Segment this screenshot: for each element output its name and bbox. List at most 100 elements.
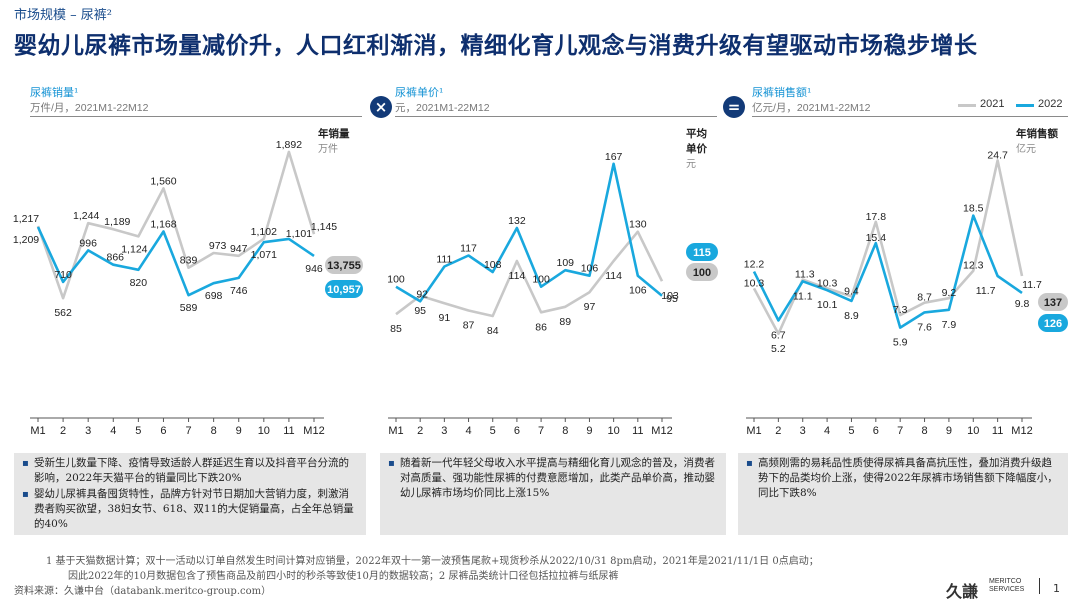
x-tick-label: M12 <box>651 425 672 437</box>
annual-value-2022: 115 <box>693 247 711 259</box>
x-tick-label: 11 <box>632 425 643 437</box>
x-tick-label: 7 <box>538 425 544 437</box>
x-tick-label: 9 <box>946 425 952 437</box>
annual-value-2022: 10,957 <box>327 284 361 296</box>
x-tick-label: 4 <box>110 425 116 437</box>
annual-badge-2022 <box>325 280 363 298</box>
x-tick-label: 9 <box>586 425 592 437</box>
brand-sub2: SERVICES <box>989 586 1025 593</box>
panel-2-subtitle: 元，2021M1-22M12 <box>395 102 490 114</box>
x-tick-label: 6 <box>160 425 166 437</box>
data-label-2021: 10.3 <box>817 277 838 289</box>
x-tick-label: M1 <box>388 425 403 437</box>
data-label-2022: 710 <box>54 269 72 281</box>
legend-2021-swatch <box>958 104 976 107</box>
insight-box-volume: 受新生儿数量下降、疫情导致适龄人群延迟生育以及抖音平台分流的影响，2022年天猫… <box>14 453 366 535</box>
data-label-2022: 15.4 <box>866 232 887 244</box>
data-label-2022: 109 <box>557 257 575 269</box>
annual-value-2021: 13,755 <box>327 260 361 272</box>
data-label-2022: 10.1 <box>817 299 838 311</box>
source-note: 资料来源：久谦中台（databank.meritco-group.com） <box>14 586 272 597</box>
panel-3-divider <box>752 116 1068 117</box>
x-tick-label: 5 <box>490 425 496 437</box>
x-tick-label: M12 <box>303 425 324 437</box>
x-tick-label: 3 <box>85 425 91 437</box>
data-label-2021: 1,145 <box>311 221 337 233</box>
data-label-2022: 589 <box>180 302 198 314</box>
brand-subtitle: MERITCO SERVICES <box>989 578 1024 594</box>
insight-bullet: 婴幼儿尿裤具备囤货特性，品牌方针对节日期加大营销力度，刺激消费者购买欲望，38妇… <box>22 487 358 532</box>
x-tick-label: M1 <box>30 425 45 437</box>
data-label-2022: 946 <box>305 263 323 275</box>
annual-value-2022: 126 <box>1044 318 1062 330</box>
data-label-2021: 973 <box>209 240 227 252</box>
panel-2-title: 尿裤单价¹ <box>395 86 444 99</box>
data-label-2022: 1,101 <box>286 228 312 240</box>
data-label-2022: 1,168 <box>150 219 176 231</box>
data-label-2021: 8.7 <box>917 292 932 304</box>
data-label-2022: 1,209 <box>13 234 39 246</box>
series-2021-line <box>752 159 1024 336</box>
insight-bullet: 高频刚需的易耗品性质使得尿裤具备高抗压性，叠加消费升级趋势下的品类均价上涨，使得… <box>746 456 1060 501</box>
data-label-2021: 1,124 <box>121 243 147 255</box>
x-tick-label: 6 <box>873 425 879 437</box>
series-2022-line <box>752 214 1023 329</box>
annual-badge-2021 <box>686 263 718 281</box>
x-tick-label: 6 <box>514 425 520 437</box>
x-tick-label: 2 <box>60 425 66 437</box>
insight-bullet: 随着新一代年轻父母收入水平提高与精细化育儿观念的普及，消费者对高质量、强功能性尿… <box>388 456 718 501</box>
data-label-2022: 820 <box>130 277 148 289</box>
data-label-2021: 89 <box>559 316 571 328</box>
data-label-2022: 111 <box>436 254 452 266</box>
insight-box-price: 随着新一代年轻父母收入水平提高与精细化育儿观念的普及，消费者对高质量、强功能性尿… <box>380 453 726 535</box>
data-label-2021: 130 <box>629 219 647 231</box>
x-tick-label: 10 <box>608 425 620 437</box>
data-label-2021: 562 <box>54 307 72 319</box>
x-tick-label: 4 <box>824 425 830 437</box>
legend-2022-label: 2022 <box>1038 98 1063 110</box>
data-label-2021: 95 <box>414 305 426 317</box>
data-label-2021: 10.3 <box>744 277 765 289</box>
x-tick-label: 4 <box>465 425 471 437</box>
panel-1-divider <box>30 116 362 117</box>
data-label-2021: 11.3 <box>795 269 815 281</box>
x-tick-label: 8 <box>211 425 217 437</box>
data-label-2021: 839 <box>180 255 198 267</box>
data-label-2021: 87 <box>463 320 475 332</box>
data-label-2022: 746 <box>230 285 248 297</box>
x-tick-label: 7 <box>897 425 903 437</box>
data-label-2021: 86 <box>535 321 547 333</box>
x-tick-label: 5 <box>848 425 854 437</box>
annual-label: 单价 <box>686 142 707 155</box>
page-title: 婴幼儿尿裤市场量减价升，人口红利渐消，精细化育儿观念与消费升级有望驱动市场稳步增… <box>14 32 978 59</box>
annual-badge-2021 <box>325 256 363 274</box>
data-label-2022: 11.7 <box>976 285 996 297</box>
data-label-2021: 1,892 <box>276 139 302 151</box>
data-label-2021: 11.7 <box>1022 279 1042 291</box>
legend-2021-label: 2021 <box>980 98 1005 110</box>
x-tick-label: 2 <box>775 425 781 437</box>
annual-value-2021: 137 <box>1044 297 1062 309</box>
data-label-2021: 84 <box>487 325 499 337</box>
brand-logo: 久謙 <box>946 582 979 601</box>
data-label-2022: 18.5 <box>963 203 984 215</box>
brand-sub1: MERITCO <box>989 578 1022 585</box>
legend-2022-swatch <box>1016 104 1034 107</box>
data-label-2021: 97 <box>584 301 596 313</box>
x-tick-label: 11 <box>992 425 1003 437</box>
annual-badge-2022 <box>686 243 718 261</box>
footnote-2: 因此2022年的10月数据包含了预售商品及前四小时的秒杀等致使10月的数据较高；… <box>68 571 619 582</box>
series-2021-line <box>395 230 664 318</box>
data-label-2022: 9.8 <box>1015 298 1030 310</box>
brand-divider <box>1039 578 1040 594</box>
data-label-2022: 100 <box>532 274 550 286</box>
data-label-2022: 866 <box>107 252 125 264</box>
multiply-icon: × <box>370 96 392 118</box>
x-tick-label: 10 <box>258 425 270 437</box>
data-label-2021: 103 <box>661 290 679 302</box>
annual-badge-2021 <box>1038 293 1068 311</box>
data-label-2021: 7.3 <box>893 304 908 316</box>
data-label-2022: 12.2 <box>744 259 765 271</box>
data-label-2021: 1,244 <box>73 210 99 222</box>
